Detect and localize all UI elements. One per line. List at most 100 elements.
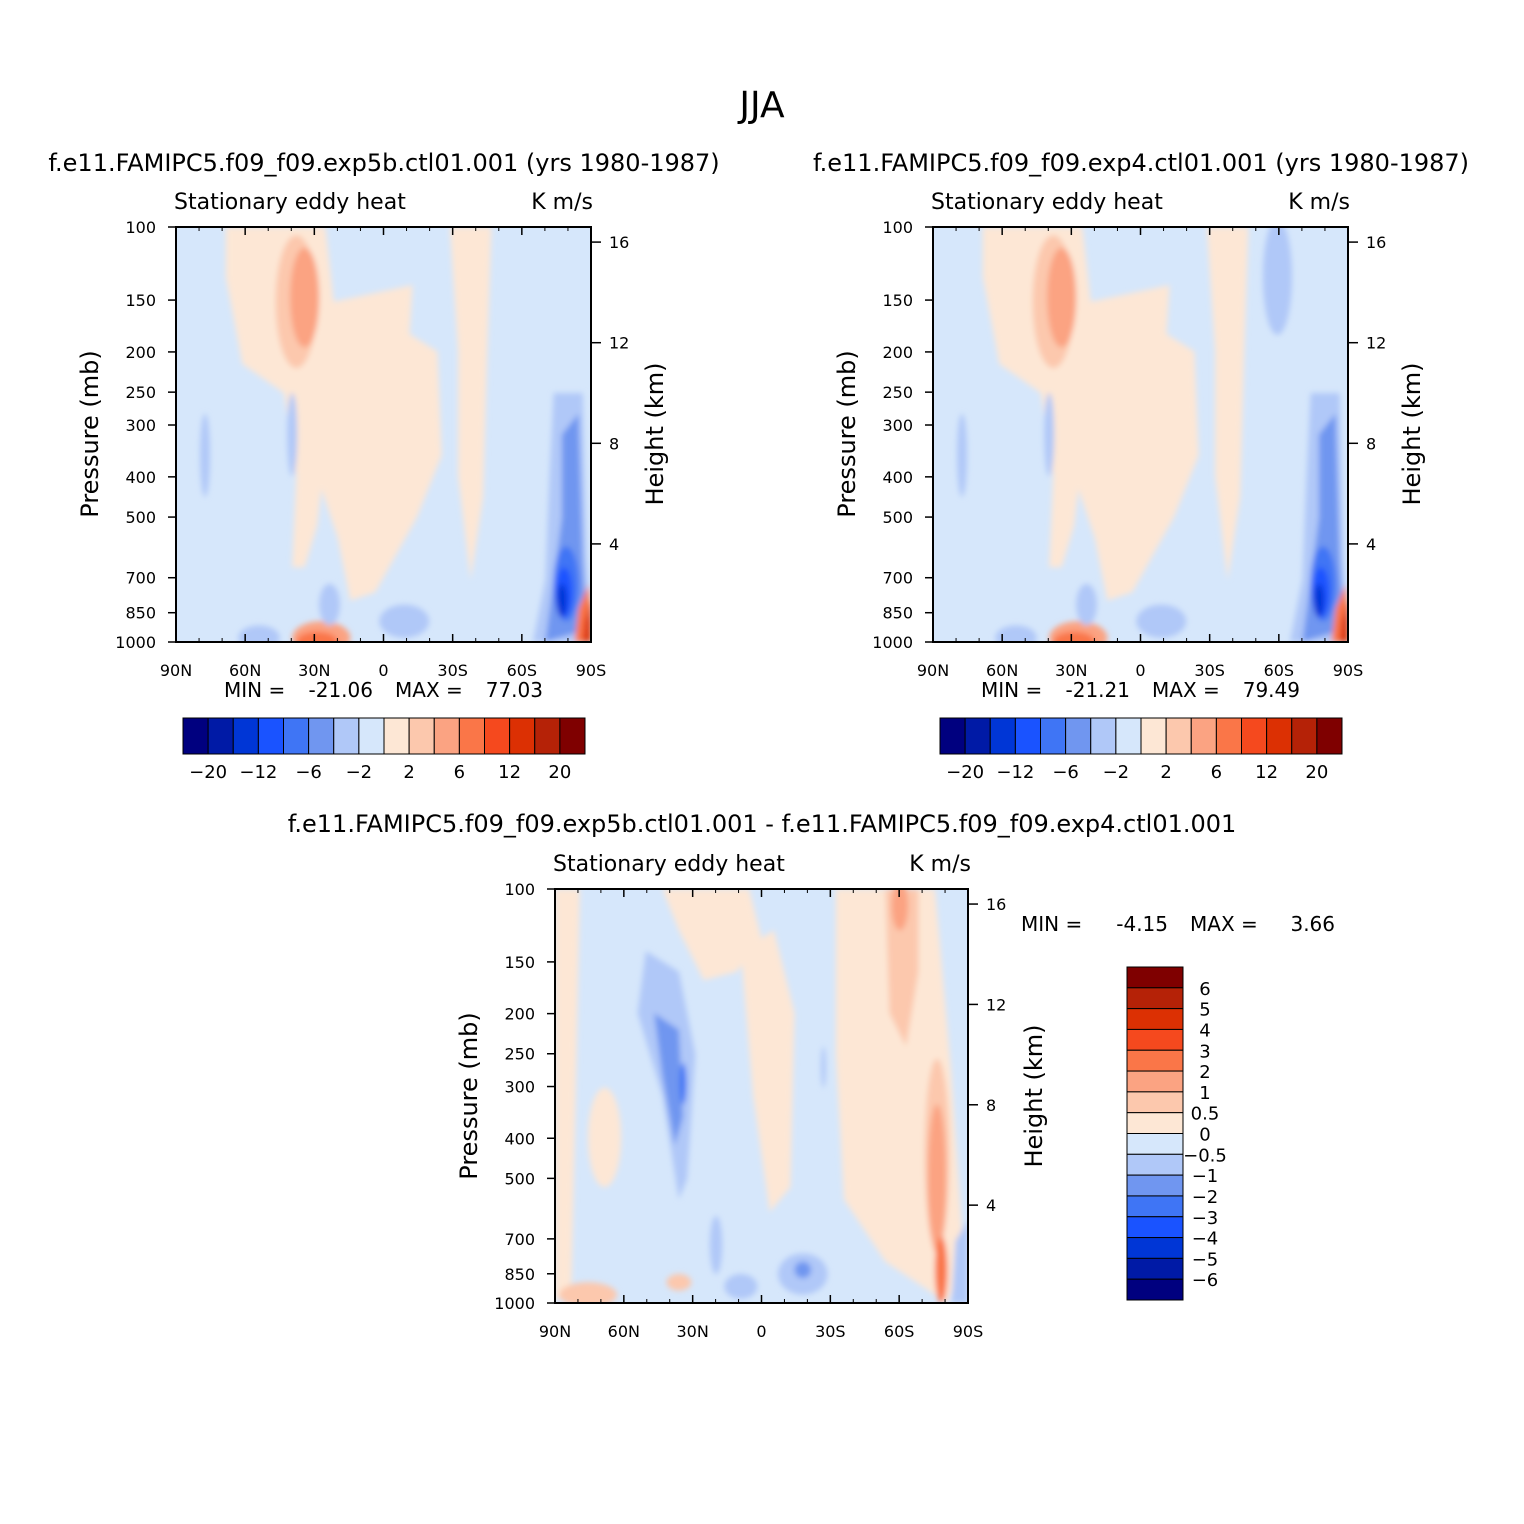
y-axis-label-left: Pressure (mb) bbox=[76, 350, 104, 517]
y-tick-label: 1000 bbox=[872, 633, 913, 652]
colorbar-label: 6 bbox=[1211, 762, 1222, 783]
y2-tick-label: 16 bbox=[609, 233, 629, 252]
colorbar-box bbox=[1126, 987, 1184, 1010]
y-tick-label: 850 bbox=[504, 1265, 535, 1284]
y-tick-label: 200 bbox=[504, 1005, 535, 1024]
contour-region bbox=[1339, 600, 1348, 642]
colorbar-label: −1 bbox=[1192, 1166, 1219, 1187]
contour-region bbox=[666, 1274, 692, 1291]
contour-region bbox=[934, 1236, 948, 1303]
contour-region bbox=[679, 1062, 687, 1105]
y-tick-label: 700 bbox=[882, 569, 913, 588]
x-tick-label: 90S bbox=[1333, 661, 1364, 680]
colorbar-label: 2 bbox=[1160, 762, 1171, 783]
colorbar-box bbox=[1241, 717, 1268, 755]
colorbar-label: 5 bbox=[1199, 1000, 1210, 1021]
x-tick-label: 90N bbox=[160, 661, 192, 680]
y-tick-label: 500 bbox=[125, 508, 156, 527]
colorbar-box bbox=[283, 717, 310, 755]
axes-right: 90N 60N 30N 0 30S 60S 90S 100 150 200 250 300 400 500… bbox=[872, 218, 1386, 680]
y-tick-label: 300 bbox=[125, 416, 156, 435]
colorbar-label: −4 bbox=[1192, 1229, 1219, 1250]
case-title-right: f.e11.FAMIPC5.f09_f09.exp4.ctl01.001 (yr… bbox=[813, 149, 1469, 177]
colorbar-label: 6 bbox=[454, 762, 465, 783]
y-tick-label: 100 bbox=[504, 880, 535, 899]
colorbar-box bbox=[964, 717, 991, 755]
x-tick-label: 30N bbox=[1055, 661, 1087, 680]
x-tick-label: 60N bbox=[608, 1322, 640, 1341]
y2-tick-label: 4 bbox=[1366, 535, 1376, 554]
contour-region bbox=[296, 631, 338, 642]
colorbar-label: 1 bbox=[1199, 1083, 1210, 1104]
colorbar-label: −12 bbox=[996, 762, 1034, 783]
max-label-diff: MAX = bbox=[1190, 912, 1258, 936]
colorbar-label: −6 bbox=[1052, 762, 1079, 783]
contour-region bbox=[951, 1220, 968, 1303]
units-label-right: K m/s bbox=[1288, 190, 1350, 215]
colorbar-right: −20 −12 −6 −2 2 6 12 20 bbox=[939, 717, 1343, 783]
y-tick-label: 1000 bbox=[115, 633, 156, 652]
y2-tick-label: 12 bbox=[1366, 334, 1386, 353]
contour-region bbox=[582, 600, 591, 642]
colorbar-label: 2 bbox=[403, 762, 414, 783]
colorbar-label: 20 bbox=[548, 762, 571, 783]
colorbar-box bbox=[509, 717, 536, 755]
y-tick-label: 150 bbox=[504, 953, 535, 972]
colorbar-label: −2 bbox=[346, 762, 373, 783]
variable-label-right: Stationary eddy heat bbox=[931, 190, 1163, 215]
colorbar-box bbox=[939, 717, 966, 755]
x-tick-label: 30N bbox=[298, 661, 330, 680]
panel-right: f.e11.FAMIPC5.f09_f09.exp4.ctl01.001 (yr… bbox=[813, 149, 1469, 783]
min-label-diff: MIN = bbox=[1021, 912, 1082, 936]
colorbar-label: 0 bbox=[1199, 1125, 1210, 1146]
min-value-right: -21.21 bbox=[1066, 678, 1130, 702]
colorbar-box bbox=[182, 717, 209, 755]
colorbar-box bbox=[1190, 717, 1217, 755]
x-tick-label: 90S bbox=[953, 1322, 984, 1341]
max-label-left: MAX = bbox=[395, 678, 463, 702]
y-tick-label: 400 bbox=[882, 468, 913, 487]
contour-region bbox=[957, 413, 968, 497]
y-tick-label: 300 bbox=[882, 416, 913, 435]
x-tick-label: 0 bbox=[756, 1322, 766, 1341]
colorbar-box bbox=[1014, 717, 1041, 755]
colorbar-label: −2 bbox=[1192, 1187, 1219, 1208]
y-tick-label: 700 bbox=[125, 569, 156, 588]
y-tick-label: 200 bbox=[882, 343, 913, 362]
contour-field-diff bbox=[555, 889, 968, 1303]
colorbar-box bbox=[1126, 1008, 1184, 1030]
colorbar-box bbox=[1126, 1112, 1184, 1134]
contour-region bbox=[290, 247, 320, 348]
colorbar-box bbox=[207, 717, 234, 755]
colorbar-box bbox=[1126, 1257, 1184, 1280]
colorbar-box bbox=[1291, 717, 1318, 755]
min-label-right: MIN = bbox=[981, 678, 1042, 702]
case-title-diff: f.e11.FAMIPC5.f09_f09.exp5b.ctl01.001 - … bbox=[288, 810, 1237, 838]
colorbar-label: 20 bbox=[1305, 762, 1328, 783]
x-tick-label: 60N bbox=[986, 661, 1018, 680]
max-value-diff: 3.66 bbox=[1290, 912, 1335, 936]
contour-region bbox=[654, 1013, 684, 1146]
x-tick-label: 60S bbox=[884, 1322, 915, 1341]
contour-region bbox=[1047, 247, 1077, 348]
y-axis-label-diff: Pressure (mb) bbox=[455, 1012, 483, 1179]
colorbar-box bbox=[1215, 717, 1242, 755]
y2-tick-label: 4 bbox=[986, 1196, 996, 1215]
contour-region bbox=[200, 413, 211, 497]
contour-region bbox=[1136, 604, 1187, 638]
colorbar-box bbox=[333, 717, 360, 755]
contour-field-left bbox=[176, 227, 591, 642]
colorbar-label: 3 bbox=[1199, 1041, 1210, 1062]
colorbar-box bbox=[1126, 1195, 1184, 1218]
y2-tick-label: 16 bbox=[986, 895, 1006, 914]
colorbar-box bbox=[1140, 717, 1167, 755]
y-tick-label: 250 bbox=[125, 383, 156, 402]
contour-region bbox=[995, 625, 1037, 642]
y2-tick-label: 4 bbox=[609, 535, 619, 554]
min-value-left: -21.06 bbox=[309, 678, 373, 702]
y-tick-label: 250 bbox=[882, 383, 913, 402]
contour-region bbox=[662, 889, 762, 981]
x-tick-label: 90S bbox=[576, 661, 607, 680]
